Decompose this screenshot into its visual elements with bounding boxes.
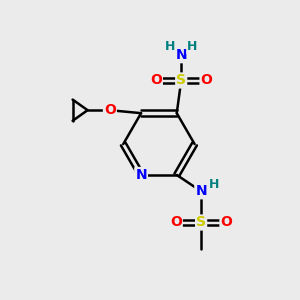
Text: O: O [170, 215, 182, 230]
Text: S: S [176, 74, 186, 88]
Text: H: H [165, 40, 175, 53]
Text: S: S [196, 215, 206, 230]
Text: O: O [220, 215, 232, 230]
Text: O: O [104, 103, 116, 117]
Text: H: H [187, 40, 198, 53]
Text: O: O [150, 74, 162, 88]
Text: O: O [200, 74, 212, 88]
Text: N: N [176, 48, 187, 62]
Text: N: N [195, 184, 207, 198]
Text: H: H [208, 178, 219, 191]
Text: N: N [135, 168, 147, 182]
